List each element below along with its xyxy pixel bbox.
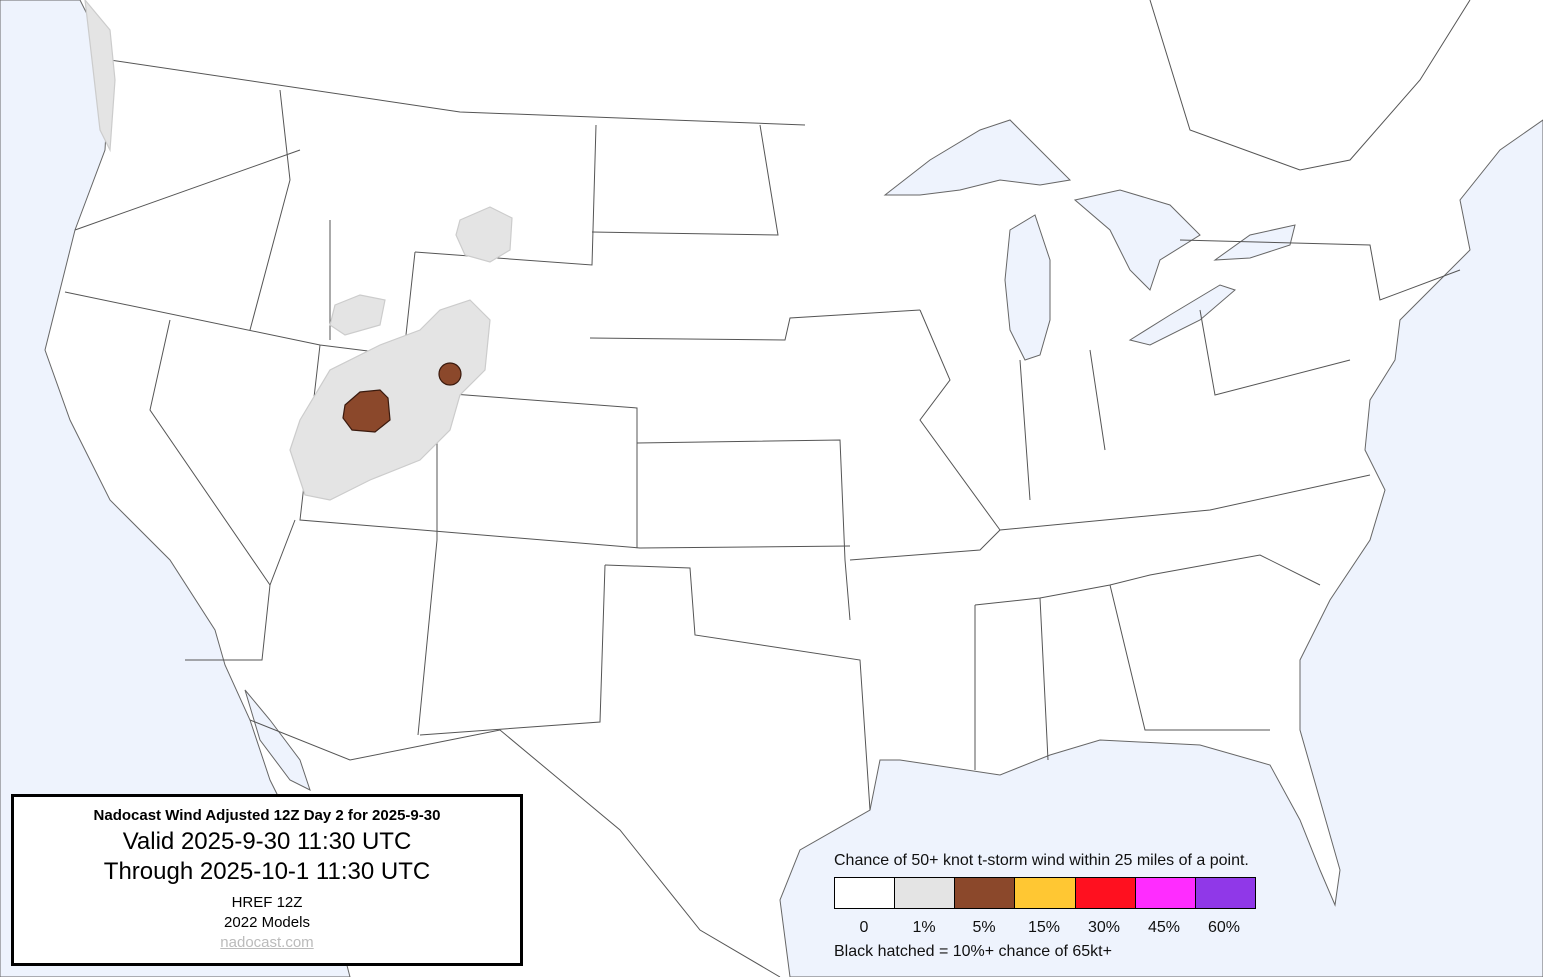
- legend-ticks: 0 1% 5% 15% 30% 45% 60%: [834, 919, 1254, 937]
- area-5pct-northern-utah: [342, 389, 391, 433]
- nadocast-link[interactable]: nadocast.com: [220, 934, 314, 951]
- legend: Chance of 50+ knot t-storm wind within 2…: [834, 852, 1274, 961]
- area-1pct-montana: [455, 206, 513, 263]
- through-time: Through 2025-10-1 11:30 UTC: [103, 858, 431, 885]
- area-1pct-washington: [84, 0, 116, 153]
- legend-note: Black hatched = 10%+ chance of 65kt+: [834, 943, 1112, 960]
- gulf-and-atlantic: [779, 119, 1543, 977]
- legend-swatch: [1195, 878, 1255, 908]
- legend-colorbar: [834, 877, 1256, 909]
- legend-tick-label: 45%: [1147, 919, 1181, 936]
- lake-huron: [1073, 189, 1201, 291]
- forecast-contours: [84, 0, 513, 501]
- legend-tick-label: 5%: [972, 919, 996, 936]
- lake-erie: [1128, 284, 1236, 346]
- legend-tick-label: 0: [859, 919, 869, 936]
- legend-swatch: [835, 878, 896, 908]
- legend-tick-label: 30%: [1087, 919, 1121, 936]
- legend-tick-label: 15%: [1027, 919, 1061, 936]
- lake-superior: [883, 119, 1072, 196]
- legend-swatch: [1135, 878, 1196, 908]
- legend-swatch: [1075, 878, 1136, 908]
- gulf-of-california: [244, 689, 311, 791]
- legend-swatch: [1015, 878, 1076, 908]
- area-1pct-utah-wyoming: [289, 299, 491, 501]
- legend-tick-label: 1%: [912, 919, 936, 936]
- area-5pct-southwest-wyoming: [438, 362, 462, 386]
- lake-michigan: [1004, 214, 1051, 361]
- title-box: Nadocast Wind Adjusted 12Z Day 2 for 202…: [11, 794, 523, 966]
- map-title: Nadocast Wind Adjusted 12Z Day 2 for 202…: [93, 807, 441, 824]
- model-run: HREF 12Z: [231, 894, 303, 911]
- lake-ontario: [1213, 224, 1296, 261]
- area-1pct-idaho: [329, 294, 386, 336]
- legend-tick-label: 60%: [1207, 919, 1241, 936]
- legend-caption: Chance of 50+ knot t-storm wind within 2…: [834, 852, 1249, 869]
- valid-time: Valid 2025-9-30 11:30 UTC: [122, 828, 412, 855]
- legend-swatch: [955, 878, 1016, 908]
- legend-swatch: [895, 878, 956, 908]
- models-year: 2022 Models: [224, 914, 310, 931]
